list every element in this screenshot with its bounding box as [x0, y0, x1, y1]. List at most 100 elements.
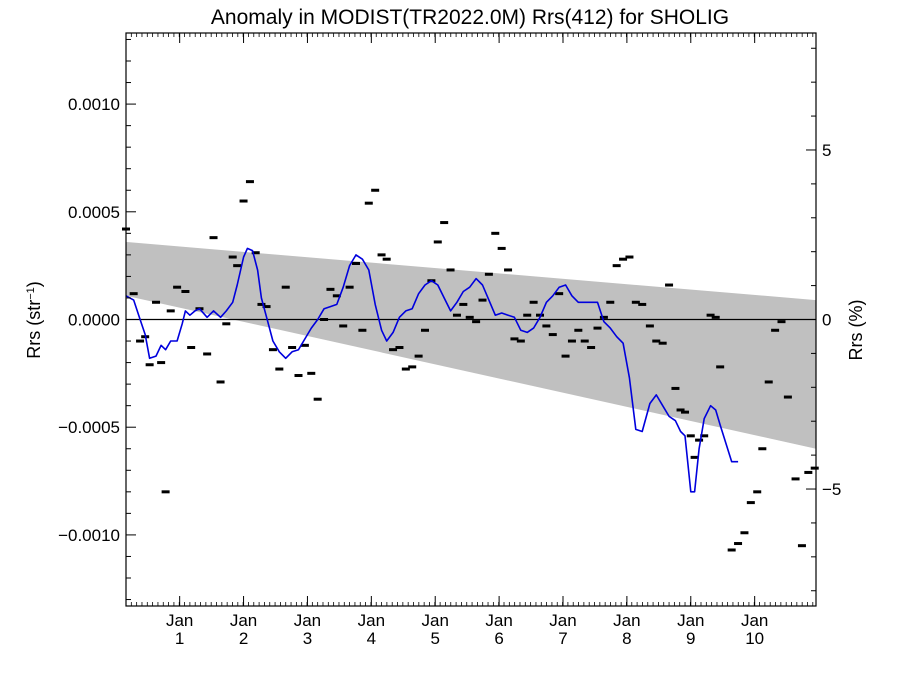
data-point [740, 531, 749, 535]
data-point [746, 501, 755, 505]
x-tick-label-year: 3 [303, 629, 312, 648]
data-point [706, 313, 715, 317]
data-point [771, 328, 780, 332]
axis-ticks-layer [125, 33, 816, 606]
data-point [421, 328, 429, 332]
data-point [580, 339, 589, 343]
data-point [332, 294, 341, 298]
x-tick-label-month: Jan [549, 611, 576, 630]
data-point [233, 264, 242, 268]
data-point [152, 300, 161, 304]
data-point [567, 339, 576, 343]
y-left-tick-label: −0.0005 [58, 418, 120, 437]
data-point [245, 180, 254, 184]
data-point [239, 199, 248, 203]
x-tick-label-year: 4 [367, 629, 376, 648]
data-point [313, 397, 322, 401]
data-point [676, 408, 685, 412]
data-point [593, 326, 602, 330]
x-tick-label-month: Jan [294, 611, 321, 630]
data-point [300, 343, 309, 347]
data-point [529, 300, 538, 304]
data-point [129, 292, 138, 296]
uncertainty-band [126, 241, 816, 449]
data-point [523, 313, 532, 317]
x-tick-label-year: 2 [239, 629, 248, 648]
data-point [555, 292, 564, 296]
data-point [382, 257, 391, 261]
data-point [695, 438, 704, 442]
data-point [136, 339, 145, 343]
data-point [700, 434, 709, 438]
series-line [125, 247, 739, 493]
data-point [797, 544, 806, 548]
data-point [510, 337, 519, 341]
data-point [681, 410, 690, 414]
data-point [638, 302, 647, 306]
data-point [433, 240, 442, 244]
x-tick-label-month: Jan [677, 611, 704, 630]
y-axis-left-title-close: ) [24, 281, 44, 287]
data-point [209, 236, 218, 240]
uncertainty-band-layer [126, 241, 816, 449]
data-point [472, 320, 481, 324]
y-left-tick-label: 0.0000 [68, 311, 120, 330]
data-point [658, 341, 667, 345]
data-point [459, 302, 468, 306]
data-point [587, 346, 596, 350]
y-axis-left-title: Rrs (str−1) [24, 281, 44, 359]
data-point [181, 289, 190, 293]
y-axis-left-title-superscript: −1 [25, 287, 37, 300]
x-tick-label-month: Jan [230, 611, 257, 630]
y-right-tick-label: 0 [822, 311, 831, 330]
data-point [440, 221, 449, 225]
y-left-tick-label: 0.0010 [68, 95, 120, 114]
data-point [262, 305, 271, 309]
data-point [758, 447, 767, 451]
data-point [791, 477, 800, 481]
data-point [574, 328, 583, 332]
y-right-tick-label: 5 [822, 141, 831, 160]
data-point [157, 361, 166, 365]
y-left-tick-label: 0.0005 [68, 203, 120, 222]
data-point [251, 251, 260, 255]
data-point [268, 348, 277, 352]
tick-labels-layer: 0.00100.00050.0000−0.0005−0.001050−5Jan1… [58, 95, 841, 648]
data-point [548, 333, 557, 337]
data-point [452, 313, 461, 317]
data-point [187, 346, 196, 350]
data-point [446, 268, 455, 272]
x-tick-label-year: 7 [558, 629, 567, 648]
data-point [358, 328, 367, 332]
data-point [371, 188, 380, 192]
data-point [484, 272, 493, 276]
data-point [491, 231, 500, 235]
x-tick-label-month: Jan [485, 611, 512, 630]
x-tick-label-year: 5 [430, 629, 439, 648]
data-point [777, 320, 786, 324]
data-point [307, 371, 316, 375]
x-tick-label-year: 1 [175, 629, 184, 648]
data-point [326, 287, 335, 291]
data-point [288, 346, 297, 350]
data-point [294, 374, 303, 378]
data-point [257, 302, 266, 306]
data-point [645, 324, 654, 328]
data-point [561, 354, 570, 358]
data-point [631, 300, 640, 304]
data-point [783, 395, 792, 399]
data-point [339, 324, 348, 328]
data-point [727, 548, 736, 552]
y-right-tick-label: −5 [822, 480, 841, 499]
data-point [203, 352, 212, 356]
data-point [665, 283, 674, 287]
data-point [222, 322, 231, 326]
data-point [734, 542, 743, 546]
data-point [625, 255, 634, 259]
x-tick-label-month: Jan [166, 611, 193, 630]
data-point [497, 246, 506, 250]
x-tick-label-month: Jan [358, 611, 385, 630]
data-point [281, 285, 290, 289]
chart-title: Anomaly in MODIST(TR2022.0M) Rrs(412) fo… [211, 6, 729, 29]
data-point [716, 365, 725, 369]
